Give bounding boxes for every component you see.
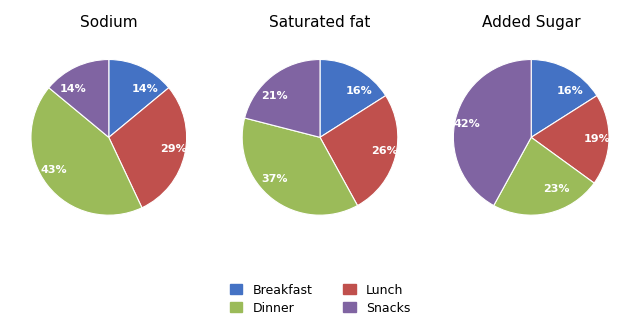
- Wedge shape: [320, 95, 398, 206]
- Wedge shape: [244, 60, 320, 137]
- Text: 42%: 42%: [453, 119, 480, 129]
- Text: 14%: 14%: [60, 84, 86, 95]
- Title: Added Sugar: Added Sugar: [482, 15, 580, 30]
- Text: 16%: 16%: [346, 86, 372, 96]
- Wedge shape: [531, 95, 609, 183]
- Text: 26%: 26%: [371, 146, 398, 156]
- Wedge shape: [109, 88, 187, 208]
- Text: 23%: 23%: [543, 184, 569, 194]
- Text: 29%: 29%: [161, 144, 187, 154]
- Wedge shape: [320, 60, 386, 137]
- Text: 16%: 16%: [557, 86, 584, 96]
- Title: Saturated fat: Saturated fat: [269, 15, 371, 30]
- Text: 21%: 21%: [261, 91, 287, 100]
- Wedge shape: [242, 118, 358, 215]
- Text: 43%: 43%: [40, 165, 67, 175]
- Legend: Breakfast, Dinner, Lunch, Snacks: Breakfast, Dinner, Lunch, Snacks: [223, 277, 417, 321]
- Wedge shape: [109, 60, 169, 137]
- Wedge shape: [493, 137, 594, 215]
- Wedge shape: [531, 60, 597, 137]
- Title: Sodium: Sodium: [80, 15, 138, 30]
- Wedge shape: [49, 60, 109, 137]
- Text: 14%: 14%: [131, 84, 158, 95]
- Text: 37%: 37%: [261, 174, 287, 184]
- Wedge shape: [31, 88, 142, 215]
- Text: 19%: 19%: [584, 134, 611, 144]
- Wedge shape: [453, 60, 531, 206]
